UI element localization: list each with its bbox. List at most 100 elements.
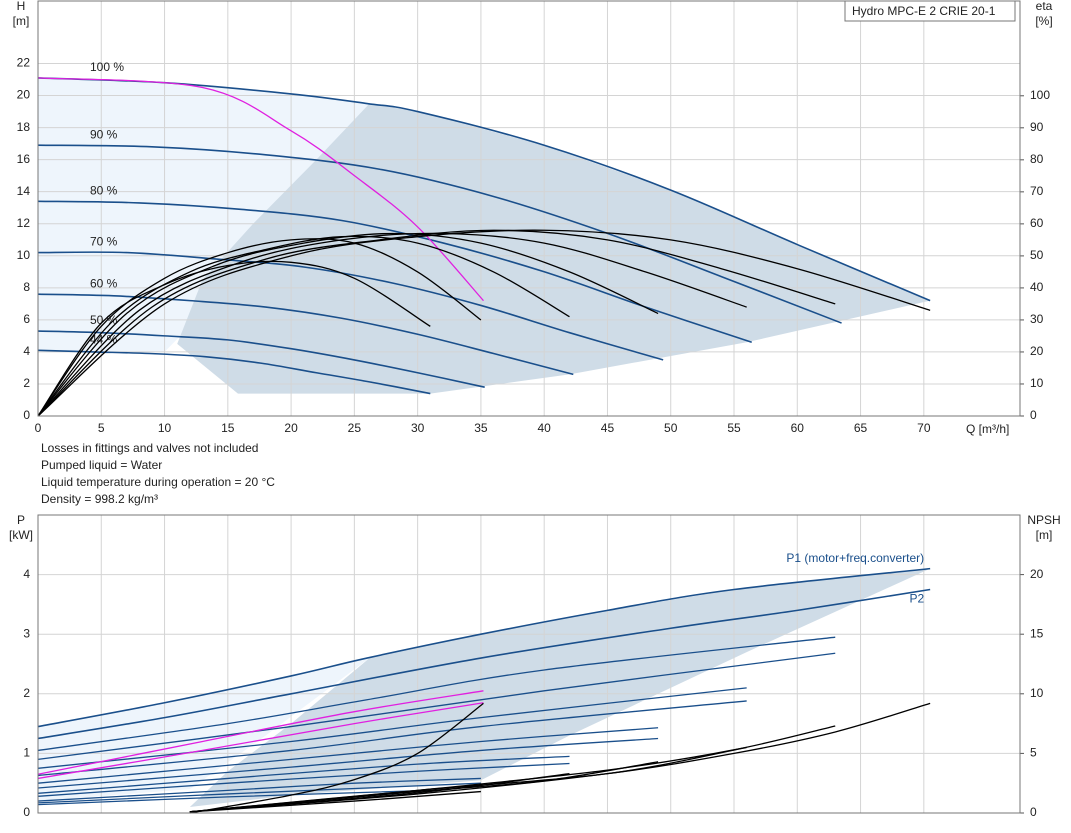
y-tick-label: 2 [23, 686, 30, 700]
x-tick-label: 70 [917, 421, 931, 435]
curve [37, 232, 747, 417]
y-axis-label: P [17, 513, 25, 527]
curve [37, 200, 752, 344]
y-tick-label: 12 [17, 216, 31, 230]
y2-axis-label: NPSH [1027, 513, 1060, 527]
y2-tick-label: 0 [1030, 408, 1037, 422]
y2-tick-label: 40 [1030, 280, 1044, 294]
y2-tick-label: 10 [1030, 376, 1044, 390]
curve [37, 293, 574, 376]
x-tick-label: 15 [221, 421, 235, 435]
curve [37, 690, 484, 775]
y-tick-label: 4 [23, 344, 30, 358]
y2-tick-label: 80 [1030, 152, 1044, 166]
y-tick-label: 8 [23, 280, 30, 294]
y2-tick-label: 10 [1030, 686, 1044, 700]
x-tick-label: 5 [98, 421, 105, 435]
note: Density = 998.2 kg/m³ [41, 492, 158, 506]
curve [37, 702, 484, 780]
curve [37, 636, 836, 752]
x-tick-label: 10 [158, 421, 172, 435]
y2-tick-label: 0 [1030, 805, 1037, 819]
y-tick-label: 0 [23, 805, 30, 819]
speed-label: 60 % [90, 276, 118, 290]
curve [37, 77, 484, 302]
y-axis-unit: [kW] [9, 528, 33, 542]
plot-frame [37, 514, 1021, 814]
y2-tick-label: 20 [1030, 344, 1044, 358]
note: Pumped liquid = Water [41, 458, 162, 472]
x-tick-label: 0 [35, 421, 42, 435]
operating-range [177, 103, 931, 394]
y-tick-label: 14 [17, 184, 31, 198]
curve [37, 652, 836, 761]
x-tick-label: 65 [854, 421, 868, 435]
y-axis-unit: [m] [13, 14, 30, 28]
series-label: P2 [909, 592, 924, 606]
speed-label: 100 % [90, 60, 124, 74]
x-tick-label: 50 [664, 421, 678, 435]
x-tick-label: 35 [474, 421, 488, 435]
x-axis-label: Q [m³/h] [966, 422, 1009, 436]
speed-label: 70 % [90, 235, 118, 249]
curve [189, 790, 481, 813]
curve [37, 700, 747, 777]
y2-tick-label: 5 [1030, 746, 1037, 760]
y-tick-label: 2 [23, 376, 30, 390]
curve [37, 789, 431, 806]
curve [37, 349, 431, 395]
curve [37, 762, 570, 797]
curve [37, 567, 931, 728]
x-tick-label: 20 [284, 421, 298, 435]
curve [37, 260, 431, 417]
curve [189, 702, 484, 814]
model-name: Hydro MPC-E 2 CRIE 20-1 [852, 4, 996, 18]
y2-tick-label: 90 [1030, 120, 1044, 134]
curve [37, 755, 570, 794]
y2-tick-label: 50 [1030, 248, 1044, 262]
note: Liquid temperature during operation = 20… [41, 475, 275, 489]
y-tick-label: 0 [23, 408, 30, 422]
plot-frame [37, 0, 1021, 417]
x-tick-label: 30 [411, 421, 425, 435]
y-tick-label: 6 [23, 312, 30, 326]
curve [37, 238, 482, 417]
curve [37, 235, 570, 417]
y2-tick-label: 100 [1030, 88, 1050, 102]
y-tick-label: 4 [23, 567, 30, 581]
curve [37, 737, 659, 789]
y2-tick-label: 30 [1030, 312, 1044, 326]
speed-label: 80 % [90, 183, 118, 197]
curve [37, 232, 659, 417]
x-tick-label: 55 [727, 421, 741, 435]
y-axis-label: H [17, 0, 26, 13]
y-tick-label: 10 [17, 248, 31, 262]
y-tick-label: 20 [17, 88, 31, 102]
y2-tick-label: 20 [1030, 567, 1044, 581]
y2-tick-label: 60 [1030, 216, 1044, 230]
x-tick-label: 45 [601, 421, 615, 435]
y2-axis-label: eta [1036, 0, 1053, 13]
y2-axis-unit: [m] [1036, 528, 1053, 542]
y-tick-label: 3 [23, 626, 30, 640]
x-tick-label: 60 [791, 421, 805, 435]
curve [37, 229, 931, 417]
y2-axis-unit: [%] [1035, 14, 1052, 28]
note: Losses in fittings and valves not includ… [41, 441, 258, 455]
x-tick-label: 40 [538, 421, 552, 435]
y2-tick-label: 15 [1030, 626, 1044, 640]
y2-tick-label: 70 [1030, 184, 1044, 198]
curve [37, 77, 931, 302]
curve [37, 330, 485, 388]
series-label: P1 (motor+freq.converter) [786, 551, 924, 565]
y-tick-label: 1 [23, 746, 30, 760]
model-box [844, 0, 1016, 22]
x-tick-label: 25 [348, 421, 362, 435]
operating-range [189, 568, 931, 808]
y-tick-label: 22 [17, 56, 31, 70]
curve [37, 782, 481, 804]
curve [37, 144, 842, 324]
y-tick-label: 16 [17, 152, 31, 166]
curve [37, 588, 931, 740]
